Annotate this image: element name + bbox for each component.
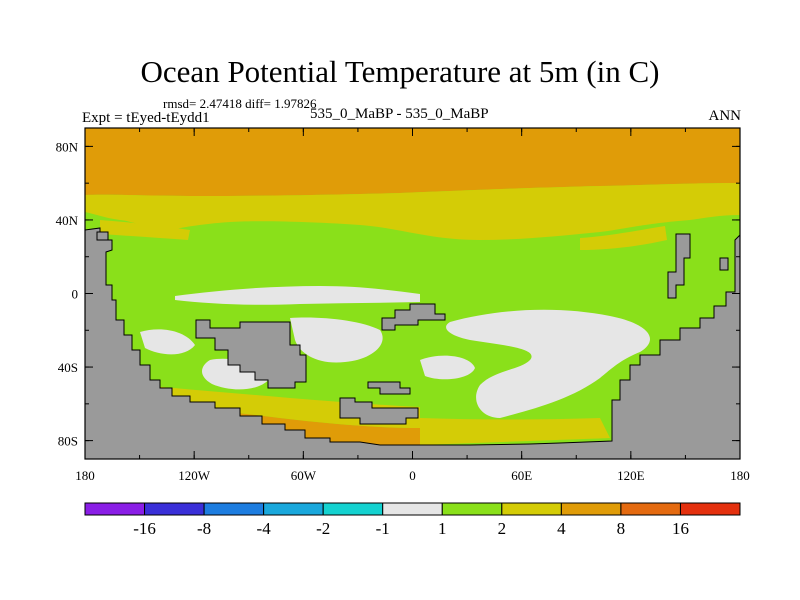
land-asia-patch: [381, 303, 446, 331]
colorbar-swatch: [441, 502, 503, 516]
chart-title: Ocean Potential Temperature at 5m (in C): [140, 54, 660, 89]
field-neutral-west: [140, 329, 195, 355]
y-tick-label: 40N: [56, 213, 79, 228]
y-tick-label: 0: [72, 287, 79, 302]
colorbar-swatch: [203, 502, 265, 516]
land-americas: [85, 227, 740, 459]
case-label: 535_0_MaBP - 535_0_MaBP: [310, 106, 489, 122]
colorbar-label: 8: [617, 519, 626, 538]
land-africa: [195, 319, 307, 389]
colorbar-swatch: [322, 502, 384, 516]
colorbar-swatch: [560, 502, 622, 516]
colorbar-label: -4: [257, 519, 272, 538]
y-tick-label: 80S: [58, 434, 78, 449]
land-greenland-tip: [96, 231, 109, 241]
colorbar-swatch: [679, 502, 741, 516]
field-atlantic-yellow: [100, 220, 190, 240]
colorbar-label: 16: [672, 519, 689, 538]
colorbar-swatch: [144, 502, 205, 516]
x-tick-label: 120W: [178, 468, 211, 483]
colorbar-swatch: [620, 502, 681, 516]
field-pacific-yellow: [580, 226, 667, 250]
land-kamchatka: [719, 257, 729, 271]
field-neutral-south: [420, 355, 475, 380]
x-tick-label: 60E: [511, 468, 532, 483]
season-label: ANN: [708, 108, 742, 124]
y-tick-label: 80N: [56, 139, 79, 154]
land-australia: [339, 397, 419, 425]
colorbar-label: -2: [316, 519, 330, 538]
colorbar-label: -1: [376, 519, 390, 538]
field-neutral-atlantic: [290, 317, 383, 363]
map-field: [85, 128, 740, 459]
experiment-label: Expt = tEyed-tEydd1: [82, 110, 210, 126]
colorbar-label: -8: [197, 519, 211, 538]
colorbar-label: 2: [498, 519, 507, 538]
y-tick-label: 40S: [58, 360, 78, 375]
axis-ticks: 180 120W 60W 0 60E 120E 180 80N 40N 0 40S 80S: [56, 128, 750, 483]
stats-label: rmsd= 2.47418 diff= 1.97826: [163, 96, 317, 111]
colorbar-label: 4: [557, 519, 566, 538]
x-tick-label: 60W: [291, 468, 317, 483]
colorbar-swatch: [263, 502, 324, 516]
field-neutral-indian: [446, 309, 650, 418]
x-tick-label: 180: [730, 468, 750, 483]
colorbar-label: 1: [438, 519, 447, 538]
colorbar-swatch: [84, 502, 146, 516]
colorbar-swatch: [501, 502, 562, 516]
colorbar-label: -16: [133, 519, 156, 538]
field-north-yellow: [85, 183, 740, 240]
x-tick-label: 120E: [617, 468, 645, 483]
field-neutral-equator: [175, 286, 420, 305]
x-tick-label: 0: [409, 468, 416, 483]
x-tick-label: 180: [75, 468, 95, 483]
colorbar: -16 -8 -4 -2 -1 1 2 4 8 16: [84, 502, 741, 538]
colorbar-swatch: [382, 502, 443, 516]
field-south-yellow-2: [420, 418, 610, 445]
land-islands: [367, 381, 411, 395]
field-north-orange: [85, 128, 740, 196]
land-japan: [667, 233, 691, 299]
